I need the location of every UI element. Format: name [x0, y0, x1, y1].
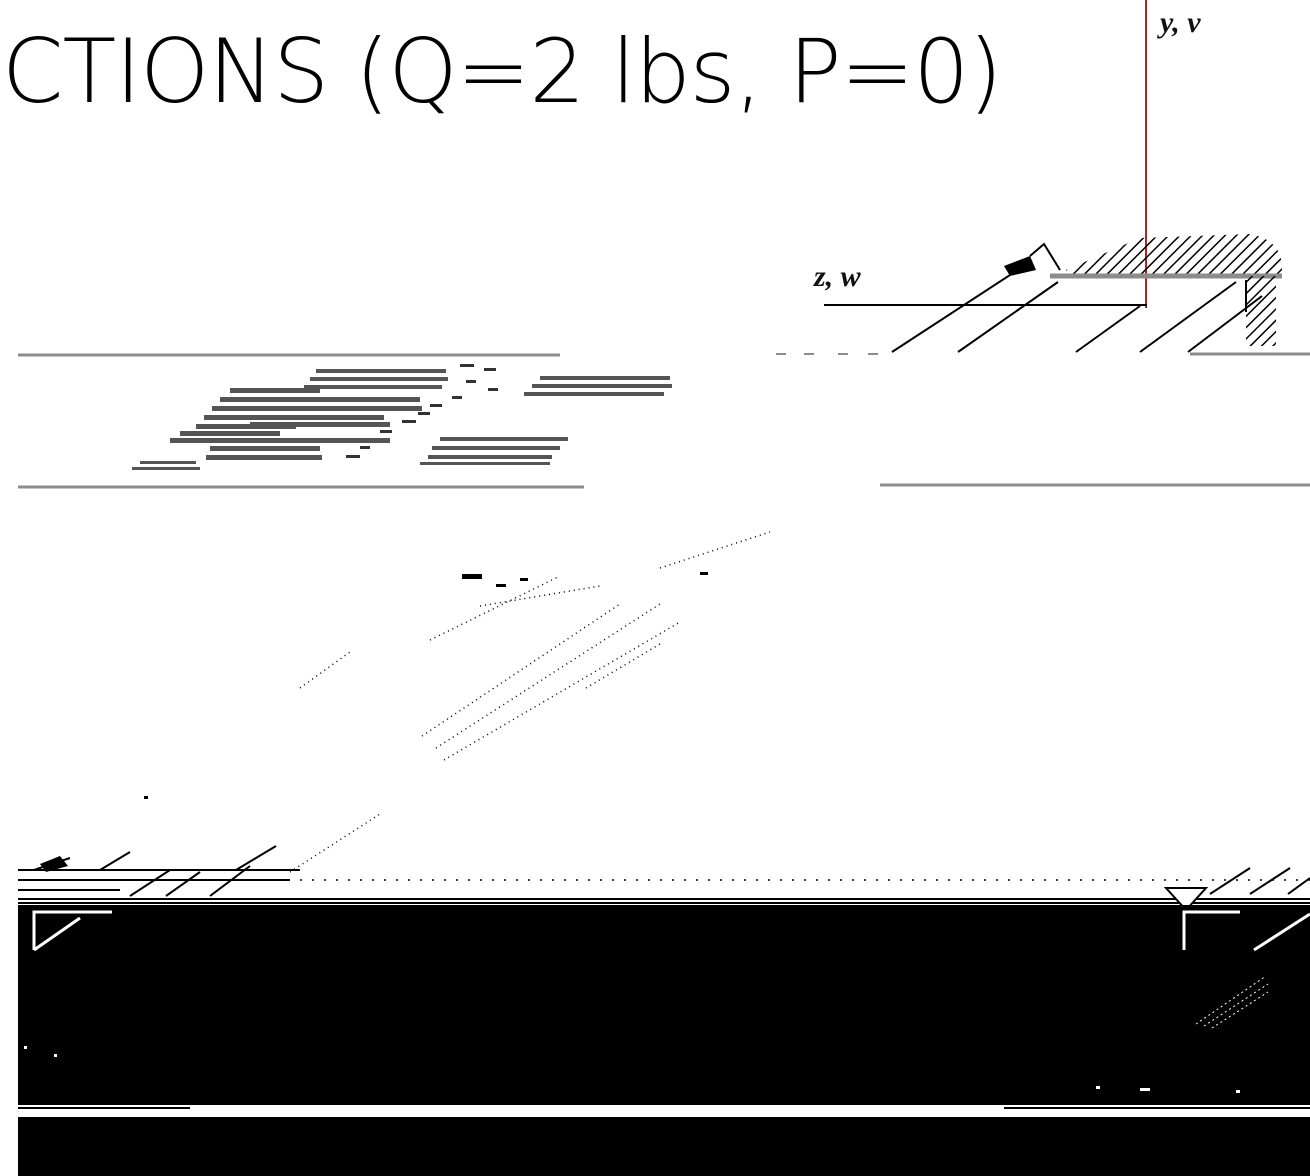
z-axis-label: z, w [814, 260, 861, 293]
wall-support [1050, 234, 1282, 346]
load-arrow-icon [1004, 256, 1036, 276]
lower-beam-base [18, 1117, 1310, 1176]
deflection-bars [132, 369, 672, 470]
left-end-marker-icon [40, 856, 68, 872]
right-end-diagonals [1209, 867, 1310, 895]
body-end-details [32, 910, 1310, 952]
dotted-traces [289, 531, 771, 873]
lower-beam-body [18, 905, 1310, 1105]
lower-beam-gap [18, 1105, 1310, 1117]
page-title: CTIONS (Q=2 lbs, P=0) [2, 20, 1003, 123]
lower-beam-top-lines [18, 869, 1310, 904]
body-hatch-marks [1195, 975, 1269, 1029]
scatter-dashes [144, 572, 708, 799]
beam-perspective-lines [891, 261, 1263, 353]
body-speckles [24, 1046, 1240, 1093]
deflection-ticks [346, 364, 498, 458]
y-axis-label: y, v [1160, 6, 1201, 39]
right-support-triangle-icon [1163, 887, 1209, 912]
